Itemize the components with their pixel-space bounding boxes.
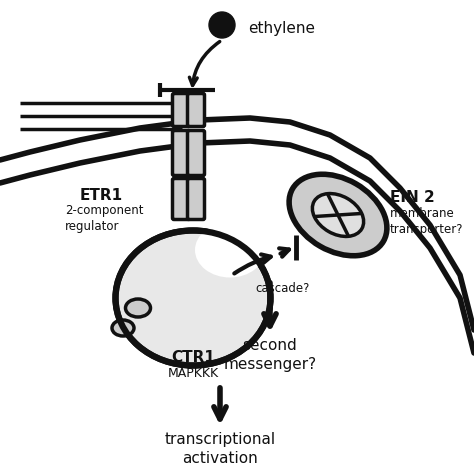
Ellipse shape (126, 299, 151, 317)
Text: membrane
transporter?: membrane transporter? (390, 207, 464, 236)
Circle shape (209, 12, 235, 38)
FancyBboxPatch shape (188, 93, 204, 127)
Text: EIN 2: EIN 2 (390, 190, 435, 205)
Text: transcriptional
activation: transcriptional activation (164, 432, 275, 466)
Text: CTR1: CTR1 (171, 350, 215, 365)
Text: ETR1: ETR1 (80, 188, 123, 203)
Ellipse shape (289, 174, 387, 256)
FancyBboxPatch shape (173, 93, 190, 127)
Text: 2-component
regulator: 2-component regulator (65, 204, 144, 233)
FancyBboxPatch shape (173, 178, 190, 219)
Text: cascade?: cascade? (255, 282, 310, 295)
Ellipse shape (195, 222, 265, 277)
FancyBboxPatch shape (188, 130, 204, 176)
Text: MAPKKK: MAPKKK (167, 367, 219, 380)
Text: ethylene: ethylene (248, 21, 315, 35)
Text: second
messenger?: second messenger? (223, 338, 317, 372)
Ellipse shape (312, 193, 364, 236)
Ellipse shape (112, 320, 134, 336)
Ellipse shape (116, 231, 271, 366)
FancyBboxPatch shape (173, 130, 190, 176)
FancyBboxPatch shape (188, 178, 204, 219)
